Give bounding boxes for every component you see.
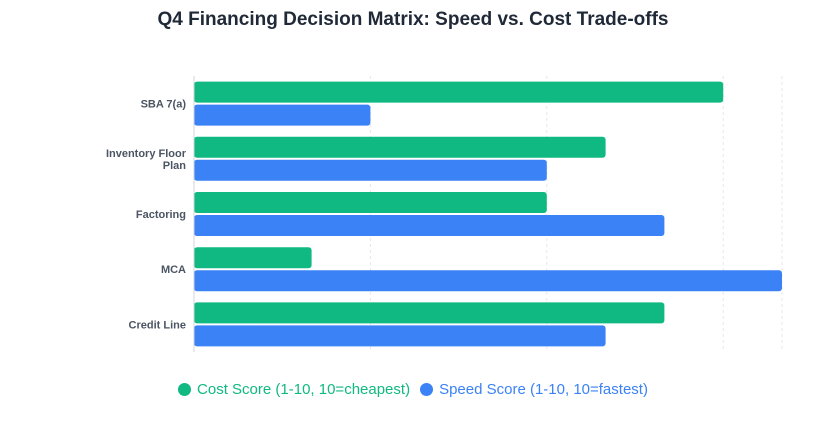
legend-item-speed[interactable]: Speed Score (1-10, 10=fastest)	[420, 381, 648, 398]
bar-speed[interactable]	[194, 215, 665, 236]
legend-swatch-speed	[420, 383, 434, 396]
legend-label-speed: Speed Score (1-10, 10=fastest)	[439, 381, 648, 398]
legend-item-cost[interactable]: Cost Score (1-10, 10=cheapest)	[178, 381, 410, 398]
bar-cost[interactable]	[194, 302, 665, 324]
y-tick-label: SBA 7(a)	[141, 99, 187, 111]
bar-speed[interactable]	[194, 159, 547, 181]
y-tick-label: Factoring	[136, 209, 186, 221]
bar-cost[interactable]	[194, 136, 606, 158]
bar-speed[interactable]	[194, 270, 782, 292]
bar-cost[interactable]	[194, 81, 724, 103]
bar-cost[interactable]	[194, 192, 547, 213]
bar-speed[interactable]	[194, 325, 606, 347]
y-tick-label: Inventory Floor Plan	[106, 148, 187, 172]
chart-title: Q4 Financing Decision Matrix: Speed vs. …	[157, 9, 669, 30]
legend-swatch-cost	[178, 383, 192, 396]
y-axis-labels: SBA 7(a) Inventory Floor Plan Factoring MCA C…	[106, 99, 187, 332]
legend-label-cost: Cost Score (1-10, 10=cheapest)	[197, 381, 411, 398]
y-tick-label: Credit Line	[129, 319, 186, 331]
bar-cost[interactable]	[194, 247, 312, 269]
bar-speed[interactable]	[194, 104, 371, 126]
legend: Cost Score (1-10, 10=cheapest) Speed Sco…	[0, 381, 826, 398]
y-tick-label: MCA	[161, 264, 186, 276]
bars	[194, 81, 782, 347]
